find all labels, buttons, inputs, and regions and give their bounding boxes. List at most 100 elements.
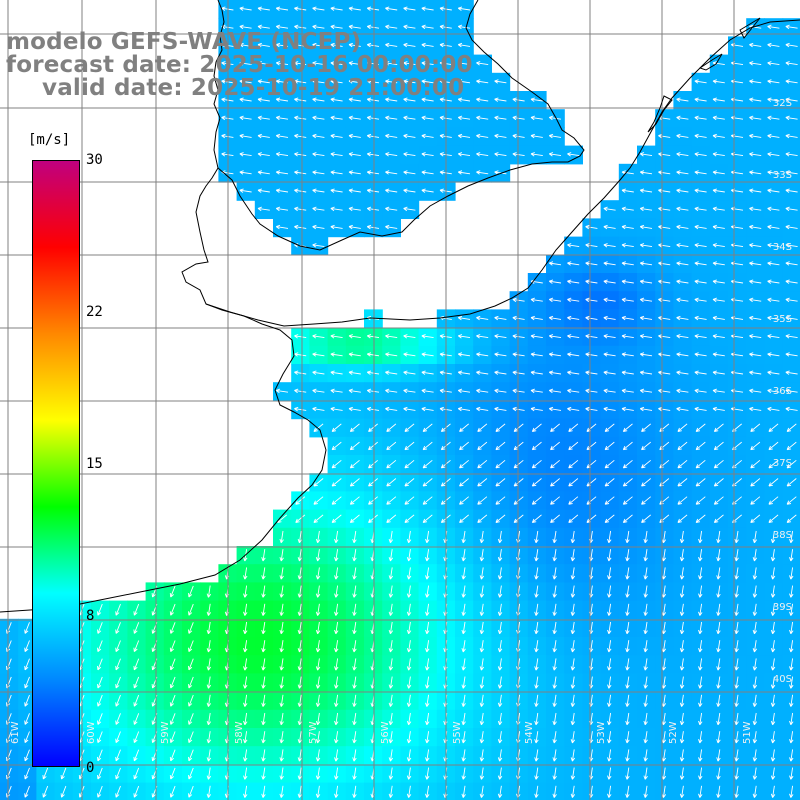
wind-arrow	[257, 188, 270, 193]
wind-arrow	[625, 549, 630, 562]
wind-arrow	[643, 767, 648, 780]
wind-arrow	[585, 352, 598, 357]
wind-arrow	[621, 352, 634, 357]
wind-arrow	[348, 97, 361, 102]
wind-arrow	[676, 315, 689, 321]
wind-arrow	[497, 767, 503, 780]
wind-arrow	[621, 279, 634, 284]
wind-arrow	[770, 585, 776, 598]
wind-arrow	[421, 334, 434, 339]
wind-arrow	[406, 567, 412, 580]
wind-arrow	[534, 767, 539, 780]
wind-arrow	[548, 315, 562, 321]
wind-arrow	[639, 188, 653, 193]
wind-arrow	[494, 388, 507, 394]
wind-arrow	[297, 530, 303, 544]
wind-arrow	[404, 441, 415, 451]
wind-arrow	[534, 658, 539, 671]
wind-arrow	[313, 496, 324, 505]
colorbar	[32, 160, 80, 767]
wind-arrow	[752, 749, 758, 762]
wind-arrow	[789, 785, 794, 798]
wind-arrow	[643, 640, 648, 653]
wind-arrow	[513, 514, 524, 523]
wind-arrow	[315, 749, 321, 762]
wind-arrow	[385, 352, 398, 357]
wind-arrow	[476, 115, 489, 121]
lon-label-61w: 61W	[10, 721, 21, 744]
wind-arrow	[477, 459, 488, 469]
wind-arrow	[552, 585, 557, 598]
wind-arrow	[694, 97, 707, 102]
wind-arrow	[279, 767, 284, 780]
wind-arrow	[679, 658, 685, 671]
wind-arrow	[752, 694, 758, 707]
wind-arrow	[497, 549, 503, 562]
wind-arrow	[24, 622, 30, 634]
wind-arrow	[625, 567, 630, 580]
wind-arrow	[785, 315, 798, 321]
wind-arrow	[698, 749, 703, 762]
wind-arrow	[312, 170, 325, 175]
wind-arrow	[425, 530, 430, 544]
wind-arrow	[676, 388, 689, 394]
wind-arrow	[243, 567, 248, 580]
wind-arrow	[366, 6, 380, 11]
wind-arrow	[279, 676, 284, 689]
wind-arrow	[348, 133, 361, 139]
wind-arrow	[641, 423, 651, 432]
wind-arrow	[368, 441, 378, 451]
wind-arrow	[294, 152, 307, 157]
wind-arrow	[97, 767, 103, 780]
wind-arrow	[239, 42, 252, 48]
wind-arrow	[388, 731, 394, 744]
wind-arrow	[750, 514, 761, 523]
wind-arrow	[734, 640, 739, 653]
wind-arrow	[622, 514, 633, 523]
wind-arrow	[425, 621, 430, 635]
wind-arrow	[348, 115, 361, 121]
wind-arrow	[625, 731, 630, 744]
wind-arrow	[497, 585, 503, 598]
wind-arrow	[552, 658, 557, 671]
wind-arrow	[24, 731, 30, 744]
wind-arrow	[694, 279, 707, 284]
wind-arrow	[461, 567, 466, 580]
wind-arrow	[497, 676, 503, 689]
wind-arrow	[603, 297, 616, 303]
wind-arrow	[403, 6, 416, 11]
wind-arrow	[604, 459, 615, 469]
wind-arrow	[570, 640, 576, 653]
wind-arrow	[497, 640, 503, 653]
wind-arrow	[352, 785, 357, 798]
wind-arrow	[294, 206, 307, 212]
wind-arrow	[534, 694, 539, 707]
wind-arrow	[421, 115, 434, 121]
wind-arrow	[366, 97, 380, 102]
wind-arrow	[534, 749, 539, 762]
wind-arrow	[206, 603, 212, 616]
wind-arrow	[494, 170, 507, 175]
wind-arrow	[676, 133, 689, 139]
wind-arrow	[457, 152, 471, 157]
wind-arrow	[457, 388, 471, 394]
wind-arrow	[133, 694, 140, 707]
wind-arrow	[261, 785, 266, 798]
wind-arrow	[24, 785, 30, 798]
wind-arrow	[24, 749, 30, 762]
wind-arrow	[570, 621, 576, 635]
wind-arrow	[789, 640, 794, 653]
lat-label-40s: 40S	[772, 674, 792, 685]
lat-label-37s: 37S	[772, 458, 792, 469]
wind-arrow	[385, 61, 398, 66]
wind-arrow	[767, 315, 780, 321]
wind-arrow	[603, 279, 616, 284]
wind-arrow	[24, 658, 30, 671]
wind-arrow	[768, 496, 779, 505]
wind-arrow	[530, 297, 543, 303]
lon-label-56w: 56W	[380, 721, 391, 744]
wind-arrow	[785, 334, 798, 339]
wind-arrow	[785, 224, 798, 230]
wind-arrow	[169, 694, 176, 707]
wind-arrow	[206, 694, 212, 707]
